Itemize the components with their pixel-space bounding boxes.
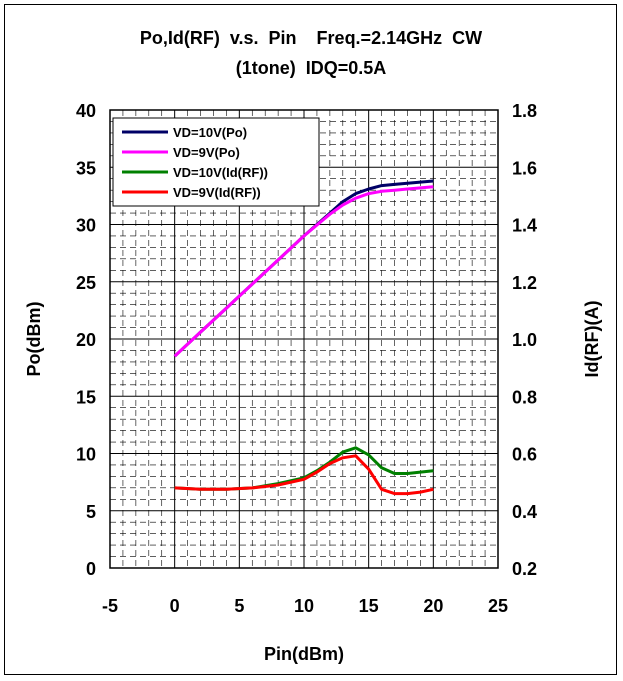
chart-title-line1: Po,Id(RF) v.s. Pin Freq.=2.14GHz CW [140, 28, 482, 48]
y-left-tick-label: 20 [76, 330, 96, 350]
y-left-tick-label: 35 [76, 158, 96, 178]
y-axis-right-label: Id(RF)(A) [582, 301, 602, 378]
plot-area-border [109, 109, 499, 569]
y-left-tick-label: 15 [76, 387, 96, 407]
y-axis-left-label: Po(dBm) [24, 302, 44, 377]
legend-label-3: VD=10V(Id(RF)) [173, 165, 268, 180]
x-tick-label: -5 [102, 596, 118, 616]
x-tick-label: 5 [234, 596, 244, 616]
y-left-tick-label: 5 [86, 502, 96, 522]
y-right-tick-label: 0.8 [512, 387, 537, 407]
series-line-2 [173, 185, 434, 358]
y-left-tick-label: 0 [86, 559, 96, 579]
y-left-tick-label: 30 [76, 216, 96, 236]
legend-label-1: VD=10V(Po) [173, 125, 247, 140]
chart-title-line2: (1tone) IDQ=0.5A [236, 58, 387, 78]
grid [110, 110, 498, 568]
y-right-tick-label: 1.2 [512, 273, 537, 293]
legend-label-4: VD=9V(Id(RF)) [173, 185, 261, 200]
series-line-4 [174, 454, 434, 496]
y-right-tick-label: 1.0 [512, 330, 537, 350]
x-tick-label: 10 [294, 596, 314, 616]
y-left-tick-label: 25 [76, 273, 96, 293]
legend: VD=10V(Po) VD=9V(Po) VD=10V(Id(RF)) VD=9V(I… [112, 117, 320, 207]
tick-labels: -5 0 5 10 15 20 25 0 5 10 15 20 25 30 35 40 0.2 0.4 0.6 0.8… [76, 101, 537, 616]
y-left-tick-label: 40 [76, 101, 96, 121]
y-right-tick-label: 1.4 [512, 216, 537, 236]
legend-label-2: VD=9V(Po) [173, 145, 240, 160]
x-tick-label: 0 [170, 596, 180, 616]
x-tick-label: 25 [488, 596, 508, 616]
x-tick-label: 20 [423, 596, 443, 616]
y-right-tick-label: 1.8 [512, 101, 537, 121]
x-tick-label: 15 [359, 596, 379, 616]
y-right-tick-label: 0.4 [512, 502, 537, 522]
series-lines [173, 179, 434, 496]
y-left-tick-label: 10 [76, 445, 96, 465]
y-right-tick-label: 1.6 [512, 158, 537, 178]
y-right-tick-label: 0.2 [512, 559, 537, 579]
x-axis-label: Pin(dBm) [264, 644, 344, 664]
y-right-tick-label: 0.6 [512, 445, 537, 465]
